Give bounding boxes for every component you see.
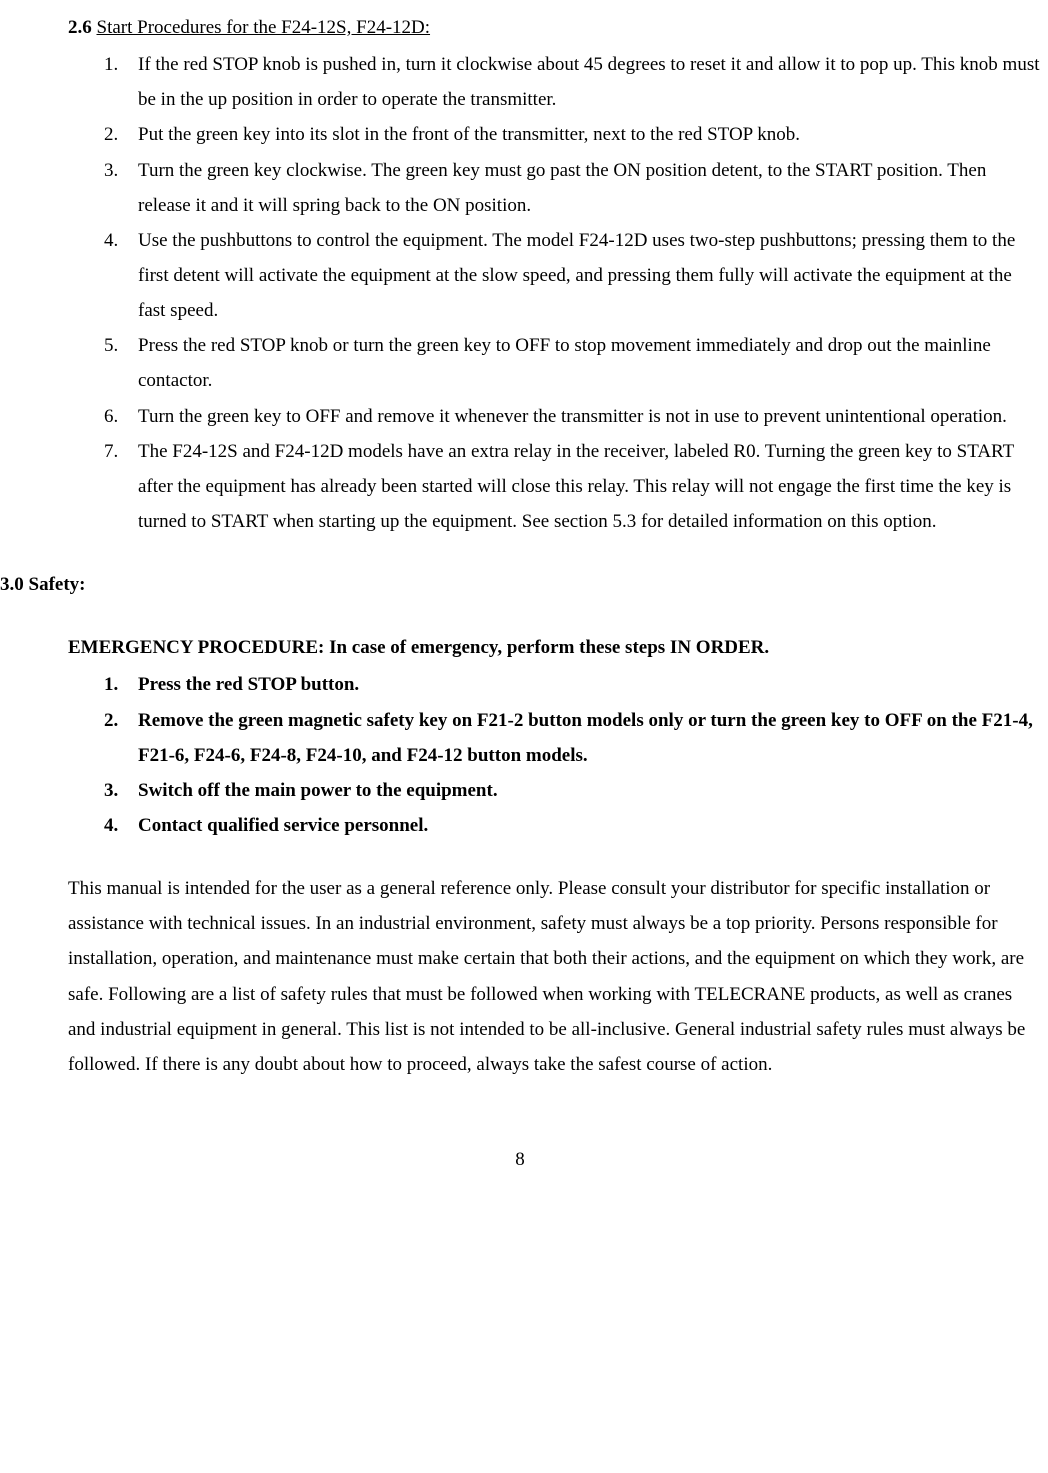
safety-paragraph: This manual is intended for the user as … <box>68 871 1040 1082</box>
list-item: Turn the green key to OFF and remove it … <box>104 399 1040 434</box>
list-item: If the red STOP knob is pushed in, turn … <box>104 47 1040 117</box>
section-number: 2.6 <box>68 17 92 38</box>
list-item: Press the red STOP knob or turn the gree… <box>104 328 1040 398</box>
emergency-steps-list: Press the red STOP button. Remove the gr… <box>104 667 1040 843</box>
list-item: Press the red STOP button. <box>104 667 1040 702</box>
section-2-6-heading: 2.6 Start Procedures for the F24-12S, F2… <box>68 10 1040 45</box>
list-item: Turn the green key clockwise. The green … <box>104 153 1040 223</box>
safety-heading: 3.0 Safety: <box>0 567 1040 602</box>
list-item: Remove the green magnetic safety key on … <box>104 703 1040 773</box>
list-item: Use the pushbuttons to control the equip… <box>104 223 1040 328</box>
list-item: Contact qualified service personnel. <box>104 808 1040 843</box>
page-number: 8 <box>0 1142 1040 1177</box>
list-item: Switch off the main power to the equipme… <box>104 773 1040 808</box>
list-item: The F24-12S and F24-12D models have an e… <box>104 434 1040 539</box>
start-procedures-list: If the red STOP knob is pushed in, turn … <box>104 47 1040 539</box>
section-title: Start Procedures for the F24-12S, F24-12… <box>97 17 431 38</box>
emergency-procedure-heading: EMERGENCY PROCEDURE: In case of emergenc… <box>68 630 1040 665</box>
list-item: Put the green key into its slot in the f… <box>104 117 1040 152</box>
